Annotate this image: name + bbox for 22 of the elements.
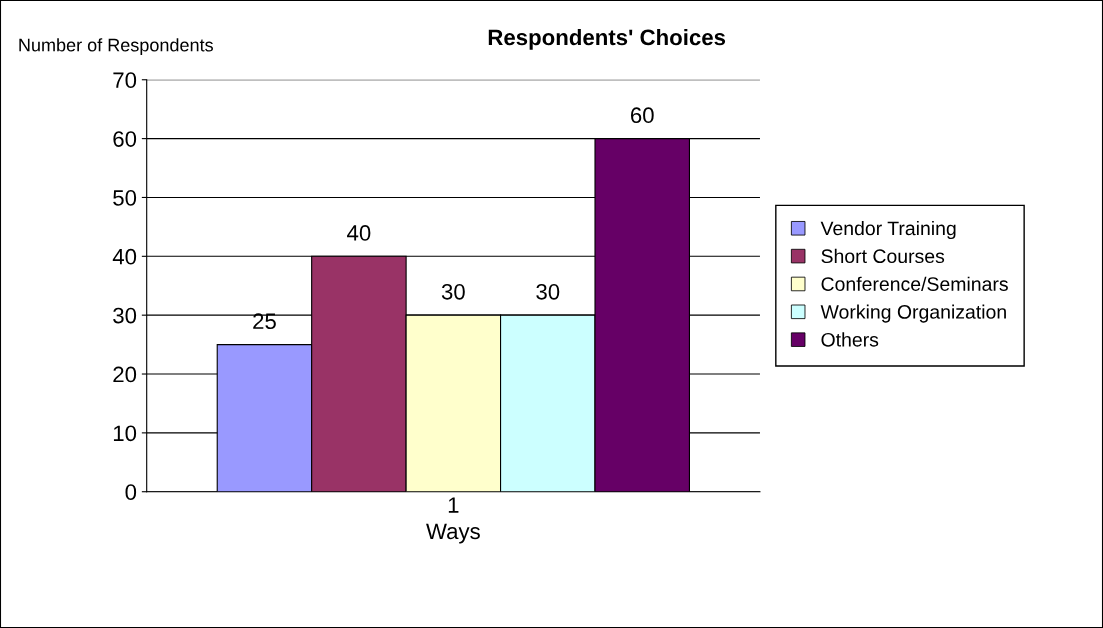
legend-label: Conference/Seminars: [821, 276, 1008, 291]
y-tick-label: 20: [113, 366, 137, 383]
legend-label: Working Organization: [820, 304, 1006, 323]
legend-label: Short Courses: [821, 248, 945, 264]
x-tick-label: 1: [448, 497, 459, 513]
chart-title: Respondents' Choices: [488, 28, 726, 50]
y-tick-label: 60: [113, 131, 137, 147]
data-label: 60: [630, 107, 654, 124]
y-tick-label: 10: [113, 425, 137, 442]
legend-label: Others: [821, 332, 879, 347]
y-tick-label: 50: [113, 190, 137, 206]
y-axis-title: Number of Respondents: [19, 38, 213, 56]
y-tick-label: 40: [112, 248, 137, 265]
y-tick-label: 70: [113, 72, 137, 89]
data-label: 40: [347, 225, 371, 241]
data-label: 25: [253, 313, 276, 330]
y-tick-label: 0: [125, 484, 137, 500]
legend-label: Vendor Training: [820, 220, 956, 240]
y-tick-label: 30: [113, 307, 137, 324]
data-label: 30: [536, 283, 560, 300]
x-axis-title: Ways: [426, 523, 480, 544]
data-label: 30: [441, 283, 465, 300]
